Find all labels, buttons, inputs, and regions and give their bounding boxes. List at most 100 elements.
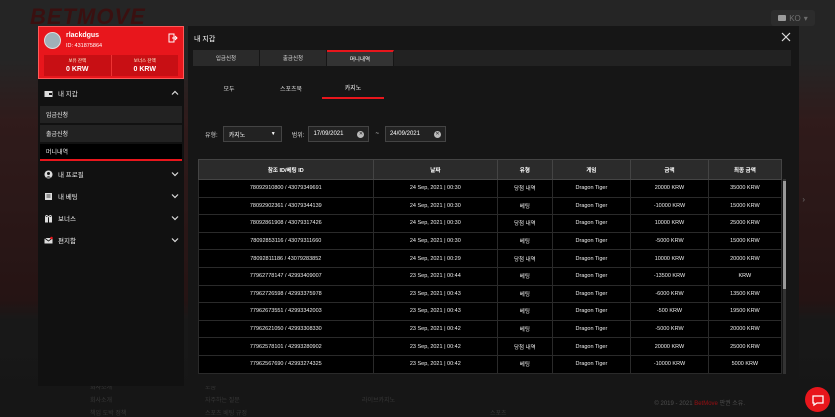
table-row: 78092811186 / 43079283852 24 Sep, 2021 | … — [198, 249, 783, 268]
col-final-amount: 최종 금액 — [707, 159, 783, 180]
table-cell: Dragon Tiger — [551, 179, 632, 198]
range-separator: ~ — [375, 131, 379, 137]
scrollbar-thumb[interactable] — [783, 181, 786, 289]
language-selector[interactable]: KO ▾ — [771, 10, 815, 26]
chevron-down-icon — [171, 238, 179, 243]
table-cell: 15000 KRW — [707, 231, 783, 251]
sidebar-subitem-withdraw[interactable]: 출금신청 — [40, 125, 182, 142]
table-cell: 23 Sep, 2021 | 00:42 — [372, 319, 499, 339]
table-row: 77962673551 / 42993342003 23 Sep, 2021 | … — [198, 302, 783, 321]
clear-date-to-icon[interactable]: ✕ — [433, 130, 441, 138]
col-amount: 금액 — [630, 159, 709, 180]
sidebar-menu: 내 지갑 입금신청 출금신청 머니내역 내 프로필 내 베팅 보너스 — [38, 82, 184, 251]
mail-icon — [44, 236, 53, 245]
table-cell: 77962778147 / 42993409007 — [198, 266, 374, 286]
live-chat-button[interactable] — [805, 387, 830, 412]
table-cell: Dragon Tiger — [551, 196, 632, 216]
table-cell: 77962578101 / 42993280902 — [198, 337, 374, 356]
chevron-down-icon — [171, 216, 179, 221]
table-cell: Dragon Tiger — [551, 354, 632, 374]
table-cell: Dragon Tiger — [551, 319, 632, 339]
chat-icon — [811, 394, 824, 406]
table-cell: 35000 KRW — [707, 179, 783, 198]
bonus-balance: 보너스 잔액 0 KRW — [133, 58, 156, 73]
col-game: 게임 — [551, 159, 632, 180]
chevron-up-icon — [171, 90, 179, 95]
table-cell: 당첨 내역 — [497, 214, 553, 233]
table-body: 78092910800 / 43079349691 24 Sep, 2021 | … — [198, 179, 783, 374]
table-cell: 23 Sep, 2021 | 00:44 — [372, 266, 499, 286]
avatar — [44, 32, 61, 49]
table-cell: 20000 KRW — [707, 319, 783, 339]
table-cell: KRW — [707, 266, 783, 286]
table-cell: 당첨 내역 — [497, 337, 553, 356]
table-cell: 24 Sep, 2021 | 00:30 — [372, 231, 499, 251]
date-to-input[interactable]: 24/09/2021 ✕ — [384, 126, 446, 142]
profile-card: rlackdgus ID: 431875864 보유 잔액 0 KRW 보너스 … — [38, 26, 184, 79]
table-cell: 24 Sep, 2021 | 00:29 — [372, 249, 499, 268]
chevron-down-icon — [171, 172, 179, 177]
sidebar-item-wallet[interactable]: 내 지갑 — [38, 82, 184, 104]
sidebar-item-bonus[interactable]: 보너스 — [38, 207, 184, 229]
table-cell: 19500 KRW — [707, 302, 783, 321]
table-cell: 20000 KRW — [630, 337, 709, 356]
tab-money-history[interactable]: 머니내역 — [327, 50, 394, 66]
sidebar-subitem-money-history[interactable]: 머니내역 — [40, 144, 182, 161]
table-cell: 베팅 — [497, 284, 553, 304]
table-cell: -500 KRW — [630, 302, 709, 321]
tab-deposit[interactable]: 입금신청 — [193, 50, 260, 66]
modal-title: 내 지갑 — [194, 36, 216, 43]
table-row: 77962567690 / 42993274325 23 Sep, 2021 | … — [198, 354, 783, 374]
logout-icon[interactable] — [168, 33, 178, 43]
subtab-casino[interactable]: 카지노 — [322, 78, 384, 99]
filter-bar: 유형: 카지노 ▼ 범위: 17/09/2021 ✕ ~ 24/09/2021 … — [205, 126, 446, 142]
wallet-tabs: 입금신청 출금신청 머니내역 — [193, 50, 791, 66]
table-cell: 78092910800 / 43079349691 — [198, 179, 374, 198]
table-cell: 베팅 — [497, 319, 553, 339]
chevron-right-icon[interactable]: › — [802, 195, 805, 204]
table-cell: Dragon Tiger — [551, 214, 632, 233]
table-cell: 77962621050 / 42993308330 — [198, 319, 374, 339]
site-logo: BETMOVE — [30, 4, 146, 29]
table-cell: 20000 KRW — [707, 249, 783, 268]
wallet-submenu: 입금신청 출금신청 머니내역 — [38, 106, 184, 161]
sidebar-subitem-deposit[interactable]: 입금신청 — [40, 106, 182, 123]
table-cell: Dragon Tiger — [551, 284, 632, 304]
type-label: 유형: — [205, 132, 218, 139]
sidebar-item-inbox[interactable]: 편지함 — [38, 229, 184, 251]
sidebar-item-my-bets[interactable]: 내 베팅 — [38, 185, 184, 207]
sidebar-item-profile[interactable]: 내 프로필 — [38, 163, 184, 185]
col-type: 유형 — [497, 159, 553, 180]
account-sidebar: rlackdgus ID: 431875864 보유 잔액 0 KRW 보너스 … — [38, 26, 184, 386]
table-cell: 당첨 내역 — [497, 179, 553, 198]
tab-withdraw[interactable]: 출금신청 — [260, 50, 327, 66]
gift-icon — [44, 214, 53, 223]
main-balance: 보유 잔액 0 KRW — [44, 55, 112, 76]
table-cell: 10000 KRW — [630, 214, 709, 233]
table-header-row: 참조 ID/베팅 ID 날짜 유형 게임 금액 최종 금액 — [198, 159, 783, 180]
clear-date-from-icon[interactable]: ✕ — [357, 130, 365, 138]
table-cell: 25000 KRW — [707, 337, 783, 356]
caret-down-icon: ▼ — [270, 131, 276, 137]
table-cell: 5000 KRW — [707, 354, 783, 374]
subtab-all[interactable]: 모두 — [223, 87, 235, 93]
type-select[interactable]: 카지노 ▼ — [222, 126, 282, 142]
table-cell: Dragon Tiger — [551, 249, 632, 268]
table-scrollbar[interactable] — [783, 179, 786, 374]
history-table-container[interactable]: 참조 ID/베팅 ID 날짜 유형 게임 금액 최종 금액 7809291080… — [198, 159, 786, 374]
subtab-sportsbook[interactable]: 스포츠북 — [279, 87, 303, 93]
table-cell: 77962726598 / 42993375978 — [198, 284, 374, 304]
table-cell: 베팅 — [497, 354, 553, 374]
close-icon[interactable] — [781, 32, 791, 42]
table-cell: Dragon Tiger — [551, 302, 632, 321]
table-cell: 20000 KRW — [630, 179, 709, 198]
footer: 회사소개 회사소개 책임 도박 정책 도움 자주하는 질문 스포츠 베팅 규정 … — [90, 385, 507, 417]
table-cell: Dragon Tiger — [551, 266, 632, 286]
user-icon — [44, 170, 53, 179]
copyright: © 2019 - 2021 BetMove 판권 소유. — [654, 401, 745, 407]
table-cell: 23 Sep, 2021 | 00:43 — [372, 284, 499, 304]
col-ref-id: 참조 ID/베팅 ID — [198, 159, 374, 180]
chevron-down-icon — [171, 194, 179, 199]
date-from-input[interactable]: 17/09/2021 ✕ — [308, 126, 370, 142]
table-cell: 77962567690 / 42993274325 — [198, 354, 374, 374]
